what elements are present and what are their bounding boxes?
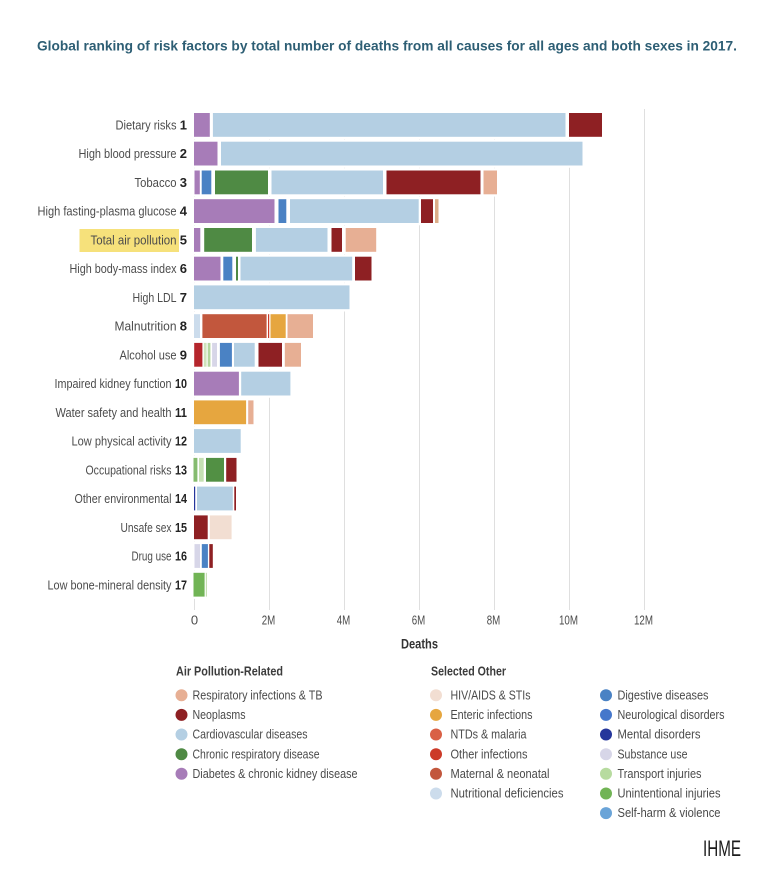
svg-text:1: 1 xyxy=(180,118,187,133)
svg-text:High fasting-plasma glucose: High fasting-plasma glucose xyxy=(38,204,177,219)
svg-text:Low physical activity: Low physical activity xyxy=(72,434,172,449)
svg-text:13: 13 xyxy=(175,462,187,477)
svg-text:10: 10 xyxy=(175,376,187,391)
svg-text:Cardiovascular diseases: Cardiovascular diseases xyxy=(193,727,308,742)
svg-text:Neurological disorders: Neurological disorders xyxy=(618,707,725,722)
svg-text:Nutritional deficiencies: Nutritional deficiencies xyxy=(451,786,564,801)
svg-text:14: 14 xyxy=(175,491,188,506)
svg-text:Drug use: Drug use xyxy=(132,549,172,564)
svg-text:Total air pollution: Total air pollution xyxy=(91,233,177,248)
svg-text:Neoplasms: Neoplasms xyxy=(193,707,246,722)
svg-text:6M: 6M xyxy=(412,613,426,628)
svg-text:IHME: IHME xyxy=(703,836,741,861)
svg-text:Transport injuries: Transport injuries xyxy=(618,766,702,781)
svg-text:Malnutrition: Malnutrition xyxy=(115,319,177,334)
svg-text:Other infections: Other infections xyxy=(451,746,528,761)
svg-text:Digestive diseases: Digestive diseases xyxy=(618,687,709,702)
svg-text:12M: 12M xyxy=(634,613,653,628)
svg-text:Enteric infections: Enteric infections xyxy=(451,707,533,722)
svg-text:11: 11 xyxy=(175,405,187,420)
svg-text:High blood pressure: High blood pressure xyxy=(79,146,177,161)
svg-text:Chronic respiratory disease: Chronic respiratory disease xyxy=(193,746,320,761)
svg-text:17: 17 xyxy=(175,577,187,592)
svg-text:4: 4 xyxy=(180,204,188,219)
svg-text:2: 2 xyxy=(180,146,187,161)
svg-text:16: 16 xyxy=(175,549,187,564)
svg-text:5: 5 xyxy=(180,233,187,248)
svg-text:NTDs & malaria: NTDs & malaria xyxy=(451,727,528,742)
svg-text:12: 12 xyxy=(175,434,187,449)
svg-text:15: 15 xyxy=(175,520,187,535)
svg-text:Air Pollution-Related: Air Pollution-Related xyxy=(176,664,283,679)
svg-text:Mental disorders: Mental disorders xyxy=(618,727,701,742)
svg-text:Low bone-mineral density: Low bone-mineral density xyxy=(48,577,172,592)
svg-text:Impaired kidney function: Impaired kidney function xyxy=(55,376,172,391)
svg-text:Global ranking of risk factors: Global ranking of risk factors by total … xyxy=(37,37,737,53)
svg-text:Tobacco: Tobacco xyxy=(135,175,177,190)
svg-text:8M: 8M xyxy=(487,613,501,628)
svg-text:6: 6 xyxy=(180,261,187,276)
svg-text:Self-harm & violence: Self-harm & violence xyxy=(618,805,721,820)
svg-text:Unintentional injuries: Unintentional injuries xyxy=(618,786,721,801)
svg-text:Respiratory infections & TB: Respiratory infections & TB xyxy=(193,687,323,702)
svg-text:High body-mass index: High body-mass index xyxy=(70,261,177,276)
svg-text:Other environmental: Other environmental xyxy=(75,491,172,506)
svg-text:Diabetes & chronic kidney dise: Diabetes & chronic kidney disease xyxy=(193,766,358,781)
svg-text:Unsafe sex: Unsafe sex xyxy=(121,520,172,535)
svg-text:Alcohol use: Alcohol use xyxy=(120,347,177,362)
svg-text:8: 8 xyxy=(180,319,187,334)
svg-text:High LDL: High LDL xyxy=(133,290,177,305)
svg-text:Maternal & neonatal: Maternal & neonatal xyxy=(451,766,550,781)
svg-text:10M: 10M xyxy=(559,613,578,628)
svg-text:HIV/AIDS & STIs: HIV/AIDS & STIs xyxy=(451,687,531,702)
svg-text:3: 3 xyxy=(180,175,187,190)
svg-text:4M: 4M xyxy=(337,613,351,628)
svg-text:0: 0 xyxy=(191,613,198,628)
svg-text:Occupational risks: Occupational risks xyxy=(86,462,172,477)
svg-text:2M: 2M xyxy=(262,613,276,628)
svg-text:Dietary risks: Dietary risks xyxy=(116,118,177,133)
svg-text:Selected Other: Selected Other xyxy=(431,664,506,679)
svg-text:Deaths: Deaths xyxy=(401,637,438,652)
svg-text:7: 7 xyxy=(180,290,187,305)
svg-text:Water safety and health: Water safety and health xyxy=(56,405,172,420)
svg-text:9: 9 xyxy=(180,347,187,362)
svg-text:Substance use: Substance use xyxy=(618,746,688,761)
